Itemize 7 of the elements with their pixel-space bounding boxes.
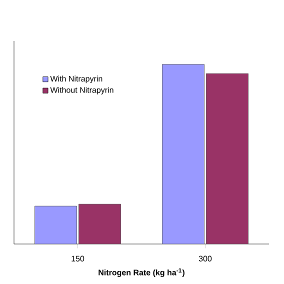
x-tick-label: 300	[198, 256, 212, 262]
bar	[34, 206, 77, 244]
x-axis-title: Nitrogen Rate (kg ha$^{-1}$)	[98, 268, 184, 277]
legend-label: With Nitrapyrin	[50, 76, 102, 84]
legend-label: Without Nitrapyrin	[50, 86, 114, 94]
bar	[162, 64, 204, 244]
x-tick-label: 150	[72, 256, 84, 262]
